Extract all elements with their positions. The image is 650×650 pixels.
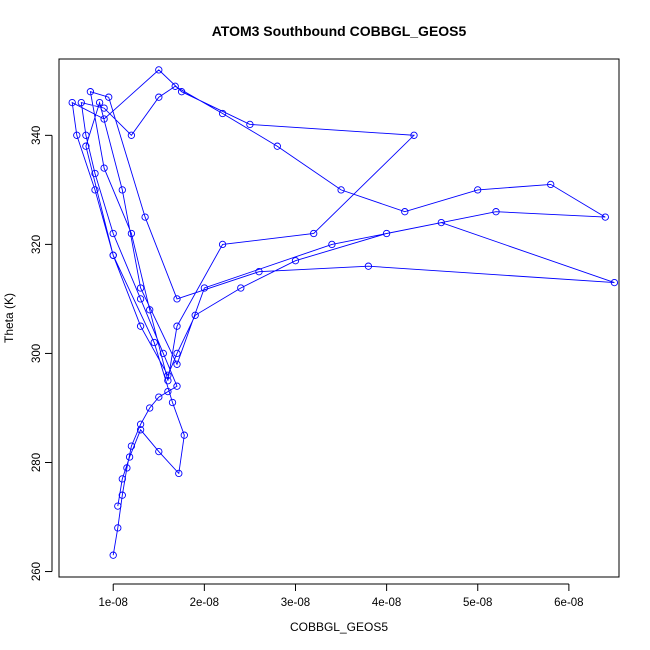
x-tick-label: 6e-08 [554, 597, 583, 609]
data-point [105, 93, 113, 101]
y-axis: 260 280 300 320 340 [31, 126, 53, 581]
data-point [610, 278, 619, 287]
x-tick-label: 2e-08 [190, 597, 219, 609]
data-point [118, 491, 126, 499]
data-point [136, 322, 145, 330]
data-point [173, 322, 181, 330]
data-point [155, 393, 163, 401]
data-point [173, 349, 181, 358]
y-axis-label: Theta (K) [2, 293, 16, 343]
y-tick-label: 300 [31, 344, 43, 363]
data-point [136, 426, 145, 434]
x-axis-label: COBBGL_GEOS5 [290, 620, 388, 634]
data-point [410, 131, 418, 139]
y-tick-label: 260 [31, 562, 43, 581]
data-point [123, 464, 131, 472]
data-point [364, 262, 373, 270]
data-point [437, 218, 445, 227]
data-point [127, 131, 136, 139]
data-point [109, 251, 117, 259]
data-point [118, 186, 126, 194]
data-point [125, 453, 134, 461]
data-point [141, 213, 149, 221]
x-tick-label: 5e-08 [463, 597, 492, 609]
data-point [150, 338, 158, 347]
data-point [100, 104, 108, 112]
x-tick-label: 4e-08 [372, 597, 401, 609]
data-point [291, 257, 300, 265]
data-point [73, 131, 81, 139]
x-tick-label: 1e-08 [99, 597, 128, 609]
data-point [118, 475, 126, 483]
data-point [200, 284, 209, 292]
data-point [109, 551, 117, 559]
data-point [100, 164, 108, 172]
data-point [310, 229, 318, 238]
data-point [68, 98, 76, 107]
data-point [164, 371, 172, 379]
data-point [180, 431, 188, 439]
data-point [173, 295, 181, 303]
data-point [246, 120, 254, 129]
data-point [127, 229, 136, 238]
data-point [382, 229, 391, 238]
data-point [155, 93, 163, 101]
data-point [127, 442, 136, 450]
data-point [146, 306, 154, 314]
data-point [401, 208, 409, 216]
data-point [168, 398, 177, 407]
data-point [474, 186, 482, 194]
data-point [159, 349, 167, 358]
x-axis: 1e-08 2e-08 3e-08 4e-08 5e-08 6e-08 [99, 583, 584, 609]
data-point [82, 131, 90, 139]
data-point [95, 98, 104, 107]
data-point [171, 82, 179, 90]
data-point [601, 213, 609, 221]
data-point [175, 469, 183, 478]
data-point [492, 208, 500, 216]
data-point [164, 387, 172, 396]
y-tick-label: 340 [31, 126, 43, 145]
data-point [155, 66, 163, 74]
data-point [77, 98, 85, 107]
data-point [328, 240, 336, 249]
series-layer [68, 66, 619, 559]
data-point [218, 109, 227, 118]
data-point [547, 180, 555, 189]
y-tick-label: 280 [31, 453, 43, 472]
data-point [136, 420, 145, 428]
data-point [173, 382, 181, 390]
plot-frame [58, 58, 620, 578]
data-point [173, 360, 181, 368]
data-point [337, 186, 345, 194]
data-point [91, 186, 99, 194]
data-point [164, 377, 172, 385]
y-tick-label: 320 [31, 235, 43, 254]
data-point [136, 284, 145, 292]
x-tick-label: 3e-08 [281, 597, 310, 609]
data-point [114, 524, 122, 532]
data-point [82, 142, 90, 150]
data-point [114, 502, 122, 510]
data-point [255, 268, 263, 276]
chart-title: ATOM3 Southbound COBBGL_GEOS5 [212, 23, 467, 39]
data-point [237, 284, 245, 292]
data-point [109, 229, 117, 238]
data-point [177, 88, 186, 96]
data-point [273, 142, 281, 150]
data-point [146, 404, 154, 412]
data-point [136, 295, 145, 303]
data-point [155, 447, 163, 456]
data-point [100, 115, 108, 123]
data-point [91, 169, 99, 178]
data-point [86, 88, 95, 96]
data-point [191, 311, 199, 319]
series-line [71, 69, 615, 556]
data-point [218, 240, 227, 249]
